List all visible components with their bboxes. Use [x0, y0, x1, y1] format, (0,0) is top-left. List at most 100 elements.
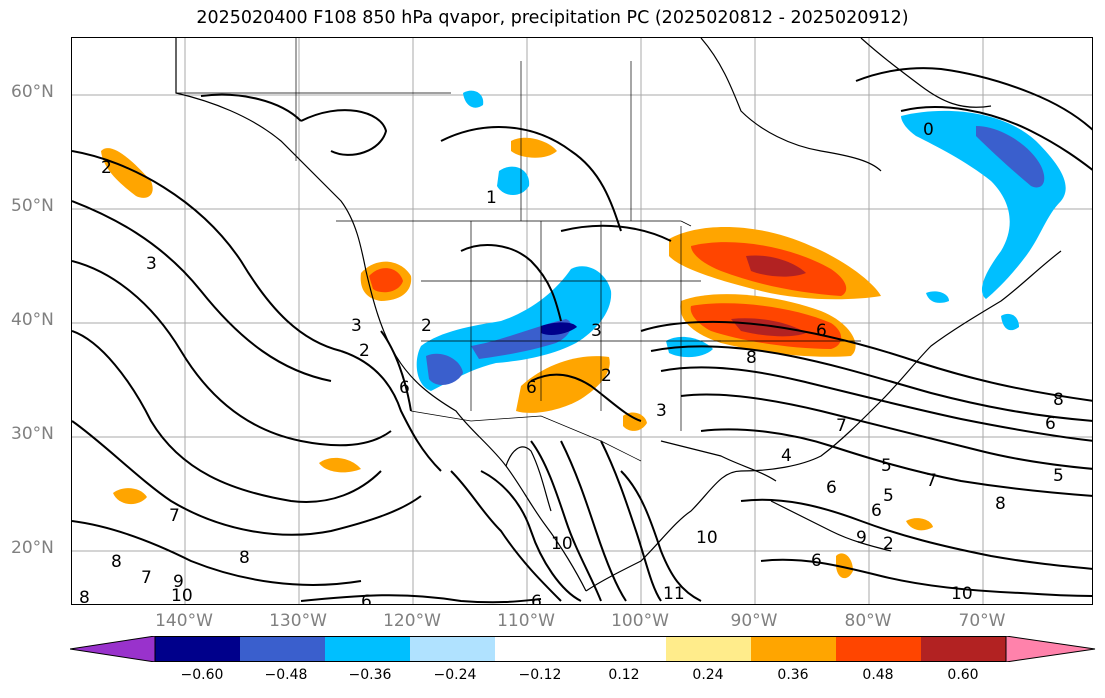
positive-anomaly-pacific-2 — [113, 488, 147, 505]
colorbar-segment — [921, 636, 1006, 662]
contour-label: 5 — [1053, 466, 1064, 486]
positive-anomaly-greatlakes-north-peak — [746, 255, 806, 277]
contour-label: 8 — [746, 348, 757, 368]
colorbar-segment — [325, 636, 410, 662]
contour-label: 2 — [359, 341, 370, 361]
contour-label: 7 — [169, 506, 180, 526]
contour-label: 5 — [881, 456, 892, 476]
map-panel: 2 3 3 2 6 7 8 9 10 6 6 3 2 1 0 8 6 4 5 7… — [71, 37, 1093, 605]
colorbar-tick: 0.36 — [777, 667, 809, 683]
contour-label: 9 — [173, 572, 184, 592]
negative-anomaly-quebec-core — [976, 126, 1045, 188]
precip-anomaly-shading — [101, 90, 1066, 579]
colorbar-tick: −0.48 — [264, 667, 308, 683]
negative-anomaly-rockies-west — [426, 353, 463, 385]
contour-label: 6 — [526, 378, 537, 398]
colorbar-tick: 0.12 — [608, 667, 640, 683]
contour-label: 4 — [781, 446, 792, 466]
map-title: 2025020400 F108 850 hPa qvapor, precipit… — [196, 8, 909, 28]
lon-label-140w: 140°W — [155, 611, 213, 631]
contour-label: 8 — [111, 552, 122, 572]
negative-anomaly-rockies — [416, 266, 612, 391]
lat-label-30n: 30°N — [11, 424, 54, 444]
colorbar-segment — [836, 636, 921, 662]
contour-label: 6 — [871, 501, 882, 521]
colorbar-segment — [240, 636, 325, 662]
contour-label: 7 — [926, 471, 937, 491]
contour-label: 10 — [696, 528, 718, 548]
positive-anomaly-california-core — [369, 268, 403, 293]
contour-label: 7 — [836, 416, 847, 436]
qvapor-contours — [72, 67, 1092, 604]
lat-label-60n: 60°N — [11, 82, 54, 102]
colorbar-segment-lowest — [70, 636, 156, 662]
positive-anomaly-texas — [623, 412, 647, 431]
contour-label: 11 — [663, 584, 685, 604]
contour-label: 3 — [351, 316, 362, 336]
contour-label: 5 — [883, 486, 894, 506]
negative-anomaly-atlantic-1 — [1001, 313, 1019, 331]
contour-label: 6 — [816, 321, 827, 341]
political-borders — [176, 38, 861, 462]
contour-label: 6 — [826, 478, 837, 498]
colorbar-tick: −0.36 — [348, 667, 392, 683]
contour-label: 8 — [239, 548, 250, 568]
colorbar-segment — [751, 636, 836, 662]
colorbar-segment-highest — [1005, 636, 1096, 662]
contour-label: 10 — [951, 584, 973, 604]
contour-label: 6 — [531, 592, 542, 605]
colorbar-tick: −0.60 — [180, 667, 224, 683]
lat-label-50n: 50°N — [11, 196, 54, 216]
lon-label-90w: 90°W — [730, 611, 778, 631]
contour-label: 2 — [101, 158, 112, 178]
contour-label-group: 2 3 3 2 6 7 8 9 10 6 6 3 2 1 0 8 6 4 5 7… — [79, 120, 1064, 605]
colorbar-segment — [155, 636, 240, 662]
graticule — [72, 38, 1092, 604]
contour-label: 3 — [146, 254, 157, 274]
contour-label: 8 — [79, 588, 90, 605]
colorbar-tick: −0.12 — [518, 667, 562, 683]
colorbar — [70, 636, 1096, 662]
lon-label-80w: 80°W — [844, 611, 892, 631]
negative-anomaly-rockies-peak — [541, 322, 577, 335]
contour-label: 7 — [141, 568, 152, 588]
contour-label: 2 — [421, 316, 432, 336]
positive-anomaly-alaska — [101, 148, 153, 198]
lon-label-120w: 120°W — [383, 611, 441, 631]
lat-label-40n: 40°N — [11, 310, 54, 330]
colorbar-segment — [410, 636, 495, 662]
lon-label-100w: 100°W — [611, 611, 669, 631]
lon-label-130w: 130°W — [269, 611, 327, 631]
contour-label: 0 — [923, 120, 934, 140]
contour-label: 10 — [171, 586, 193, 605]
map-svg: 2 3 3 2 6 7 8 9 10 6 6 3 2 1 0 8 6 4 5 7… — [72, 38, 1092, 605]
colorbar-outline — [154, 636, 1007, 662]
colorbar-segment — [495, 636, 666, 662]
contour-label: 2 — [883, 534, 894, 554]
contour-label: 10 — [551, 534, 573, 554]
colorbar-tick: 0.60 — [947, 667, 979, 683]
contour-label: 3 — [591, 321, 602, 341]
lon-label-110w: 110°W — [497, 611, 555, 631]
negative-anomaly-atlantic-2 — [926, 291, 949, 303]
lat-label-20n: 20°N — [11, 538, 54, 558]
contour-label: 8 — [1053, 390, 1064, 410]
contour-label: 6 — [811, 551, 822, 571]
contour-label: 9 — [856, 528, 867, 548]
lon-label-70w: 70°W — [958, 611, 1006, 631]
negative-anomaly-canada-2 — [463, 90, 484, 108]
positive-anomaly-caribbean — [836, 553, 853, 579]
positive-anomaly-canada-1 — [511, 137, 557, 158]
positive-anomaly-southwest — [516, 356, 610, 413]
colorbar-tick: −0.24 — [433, 667, 477, 683]
contour-label: 6 — [399, 378, 410, 398]
contour-label: 6 — [1045, 414, 1056, 434]
negative-anomaly-canada-1 — [497, 166, 530, 196]
colorbar-tick: 0.24 — [692, 667, 724, 683]
contour-label: 2 — [601, 366, 612, 386]
positive-anomaly-pacific-1 — [319, 457, 361, 473]
contour-label: 8 — [995, 494, 1006, 514]
colorbar-tick: 0.48 — [862, 667, 894, 683]
contour-label: 6 — [361, 592, 372, 605]
contour-label: 1 — [486, 188, 497, 208]
